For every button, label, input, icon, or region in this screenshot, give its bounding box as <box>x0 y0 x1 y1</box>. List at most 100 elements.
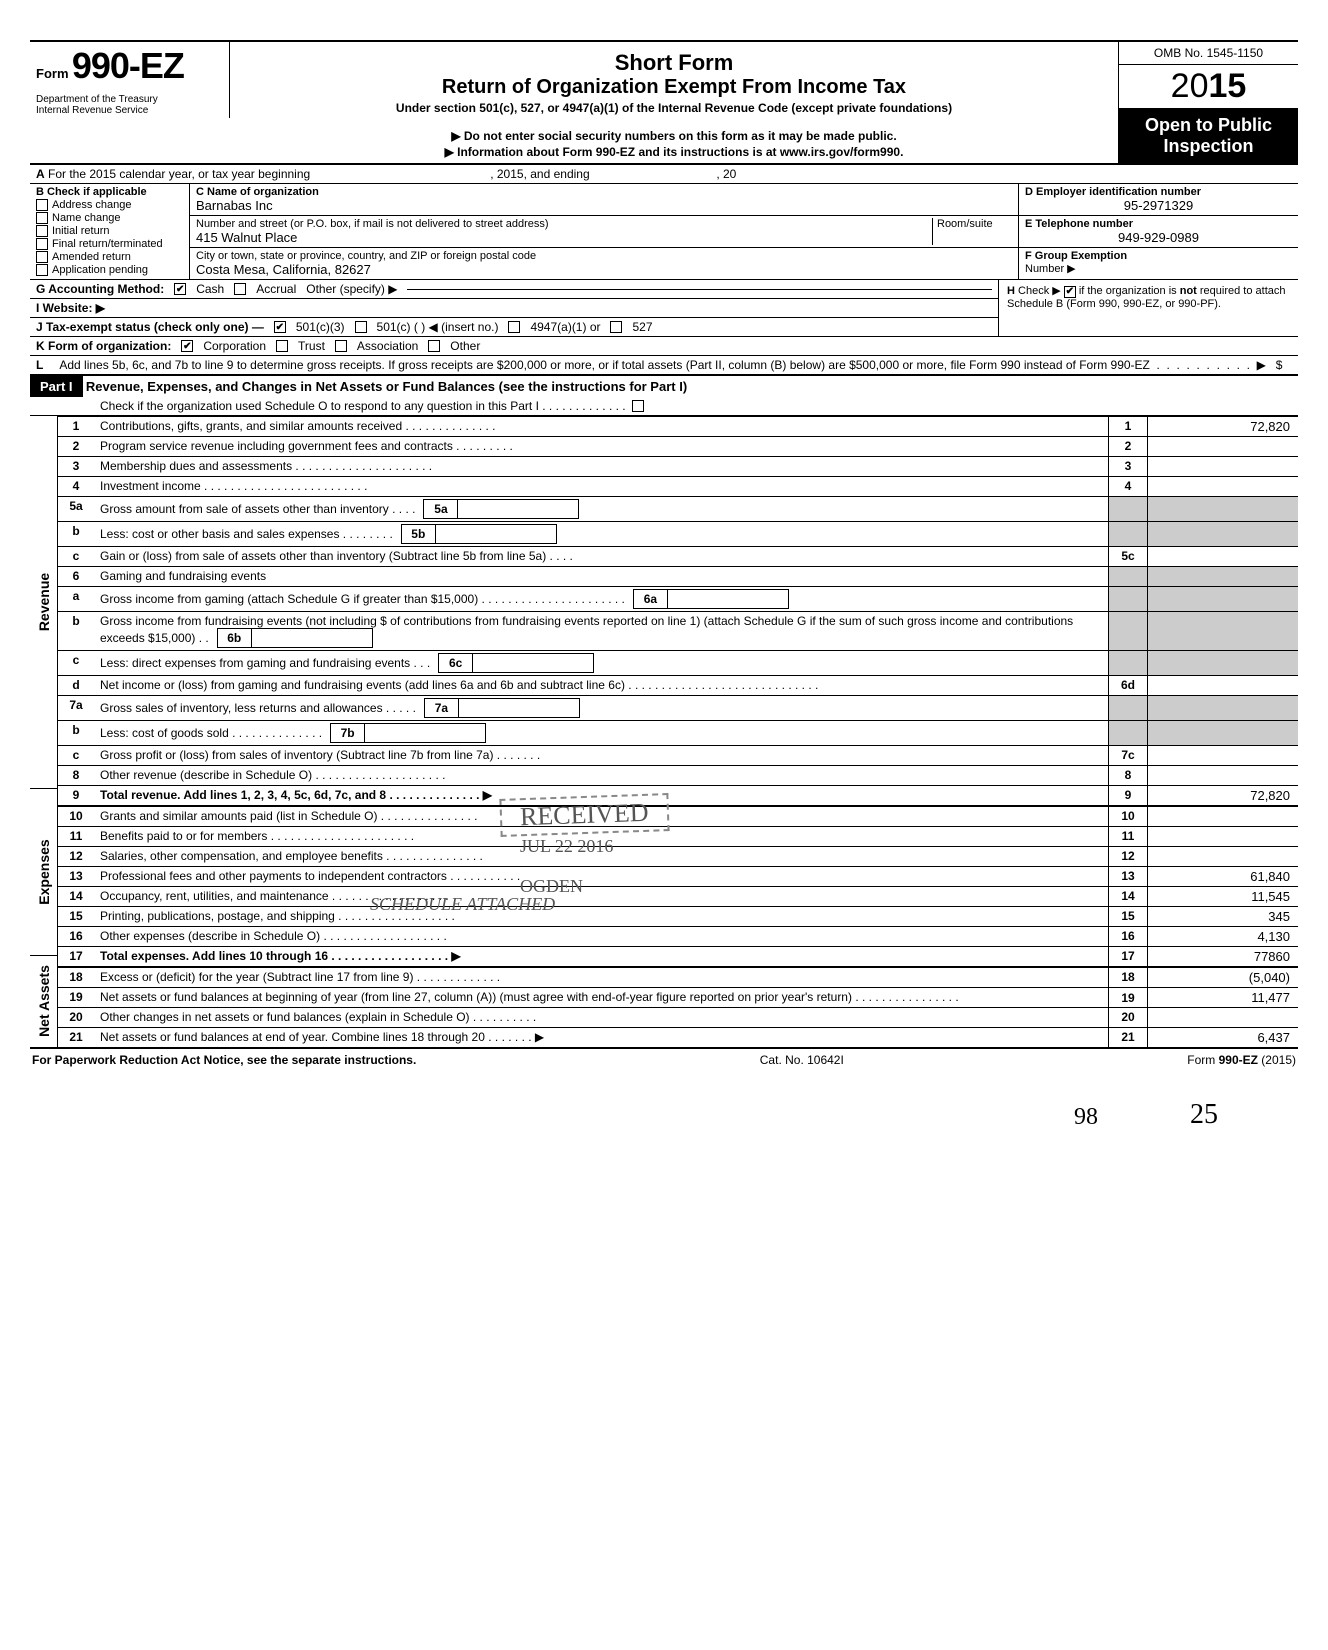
chk-amended-return[interactable]: Amended return <box>36 251 183 263</box>
chk-assoc[interactable] <box>335 340 347 352</box>
rot-revenue: Revenue <box>30 416 58 789</box>
chk-initial-return[interactable]: Initial return <box>36 225 183 237</box>
ln-4-text: Investment income . . . . . . . . . . . … <box>94 477 1108 496</box>
ln-5b-box: 5b <box>402 525 436 543</box>
ln-12-amt <box>1148 847 1298 866</box>
ln-17-amt: 77860 <box>1148 947 1298 966</box>
chk-label: Address change <box>52 199 132 211</box>
ln-6c-box: 6c <box>439 654 473 672</box>
ln-5b-no: b <box>58 522 94 546</box>
ln-5a-shade <box>1108 497 1148 521</box>
chk-address-change[interactable]: Address change <box>36 199 183 211</box>
chk-corp[interactable]: ✔ <box>181 340 193 352</box>
chk-final-return[interactable]: Final return/terminated <box>36 238 183 250</box>
ln-12-text: Salaries, other compensation, and employ… <box>94 847 1108 866</box>
ln-8-amt <box>1148 766 1298 785</box>
ln-5b-text: Less: cost or other basis and sales expe… <box>100 527 393 541</box>
ln-21-num: 21 <box>1108 1028 1148 1047</box>
ln-19-text: Net assets or fund balances at beginning… <box>94 988 1108 1007</box>
form-number-cell: Form 990-EZ <box>30 42 230 90</box>
handwriting-98: 98 <box>1074 1104 1098 1131</box>
ln-13-text: Professional fees and other payments to … <box>94 867 1108 886</box>
ln-6d-amt <box>1148 676 1298 695</box>
ln-16-text: Other expenses (describe in Schedule O) … <box>94 927 1108 946</box>
ln-14-no: 14 <box>58 887 94 906</box>
chk-527[interactable] <box>610 321 622 333</box>
chk-label: Amended return <box>52 251 131 263</box>
ln-7c-no: c <box>58 746 94 765</box>
ln-7c-text: Gross profit or (loss) from sales of inv… <box>94 746 1108 765</box>
ln-11-amt <box>1148 827 1298 846</box>
chk-part1-scho[interactable] <box>632 400 644 412</box>
d-label: D Employer identification number <box>1025 186 1292 198</box>
open-to-public: Open to Public Inspection <box>1119 109 1298 163</box>
title-short-form: Short Form <box>240 50 1108 76</box>
rot-expenses: Expenses <box>30 789 58 956</box>
chk-trust[interactable] <box>276 340 288 352</box>
ln-5c-text: Gain or (loss) from sale of assets other… <box>94 547 1108 566</box>
ln-15-text: Printing, publications, postage, and shi… <box>94 907 1108 926</box>
chk-4947[interactable] <box>508 321 520 333</box>
j-501c3: 501(c)(3) <box>296 320 345 334</box>
ln-19-amt: 11,477 <box>1148 988 1298 1007</box>
ln-20-amt <box>1148 1008 1298 1027</box>
ln-11-text: Benefits paid to or for members . . . . … <box>94 827 1108 846</box>
ln-7b-no: b <box>58 721 94 745</box>
ln-6c-no: c <box>58 651 94 675</box>
street-value: 415 Walnut Place <box>196 230 932 245</box>
row-k: K Form of organization: ✔Corporation Tru… <box>30 337 1298 356</box>
ln-7c-amt <box>1148 746 1298 765</box>
ln-1-amt: 72,820 <box>1148 417 1298 436</box>
phone: 949-929-0989 <box>1025 230 1292 245</box>
ln-9-num: 9 <box>1108 786 1148 805</box>
ln-21-amt: 6,437 <box>1148 1028 1298 1047</box>
dept-cell: Department of the Treasury Internal Reve… <box>30 90 230 118</box>
city-label: City or town, state or province, country… <box>196 250 1012 262</box>
ln-14-num: 14 <box>1108 887 1148 906</box>
ln-6a-box: 6a <box>634 590 668 608</box>
ln-6d-no: d <box>58 676 94 695</box>
ln-1-text: Contributions, gifts, grants, and simila… <box>94 417 1108 436</box>
chk-other[interactable] <box>428 340 440 352</box>
ln-5c-amt <box>1148 547 1298 566</box>
title-under: Under section 501(c), 527, or 4947(a)(1)… <box>240 101 1108 115</box>
col-b: B Check if applicable Address change Nam… <box>30 184 190 279</box>
tax-year: 2015 <box>1119 65 1298 109</box>
ln-21-text: Net assets or fund balances at end of ye… <box>94 1028 1108 1047</box>
ln-2-no: 2 <box>58 437 94 456</box>
chk-application-pending[interactable]: Application pending <box>36 264 183 276</box>
ln-3-amt <box>1148 457 1298 476</box>
chk-h[interactable]: ✔ <box>1064 286 1076 298</box>
chk-cash[interactable]: ✔ <box>174 283 186 295</box>
form-prefix: Form <box>36 66 69 81</box>
room-label: Room/suite <box>937 218 1012 230</box>
ln-7a-no: 7a <box>58 696 94 720</box>
ln-20-no: 20 <box>58 1008 94 1027</box>
k-trust: Trust <box>298 339 325 353</box>
footer-right: Form 990-EZ (2015) <box>1187 1053 1296 1067</box>
ln-7b-box: 7b <box>331 724 365 742</box>
ln-6a-no: a <box>58 587 94 611</box>
ln-5a-box: 5a <box>424 500 458 518</box>
title-info: ▶ Information about Form 990-EZ and its … <box>240 145 1108 159</box>
ln-7a-box: 7a <box>425 699 459 717</box>
chk-501c[interactable] <box>355 321 367 333</box>
f-label2: Number ▶ <box>1025 262 1292 275</box>
e-label: E Telephone number <box>1025 218 1292 230</box>
handwriting-25: 25 <box>1190 1099 1218 1131</box>
col-cd: C Name of organization Barnabas Inc D Em… <box>190 184 1298 279</box>
chk-accrual[interactable] <box>234 283 246 295</box>
footer: For Paperwork Reduction Act Notice, see … <box>30 1049 1298 1071</box>
chk-name-change[interactable]: Name change <box>36 212 183 224</box>
k-assoc: Association <box>357 339 418 353</box>
right-cell: OMB No. 1545-1150 2015 Open to Public In… <box>1118 42 1298 163</box>
row-a: A A For the 2015 calendar year, or tax y… <box>30 165 1298 184</box>
b-label: B Check if applicable <box>36 186 183 198</box>
ln-21-no: 21 <box>58 1028 94 1047</box>
ln-3-num: 3 <box>1108 457 1148 476</box>
part1-header-row: Part I Revenue, Expenses, and Changes in… <box>30 376 1298 416</box>
part1-title: Revenue, Expenses, and Changes in Net As… <box>86 379 687 394</box>
ln-3-no: 3 <box>58 457 94 476</box>
chk-501c3[interactable]: ✔ <box>274 321 286 333</box>
ln-10-num: 10 <box>1108 807 1148 826</box>
